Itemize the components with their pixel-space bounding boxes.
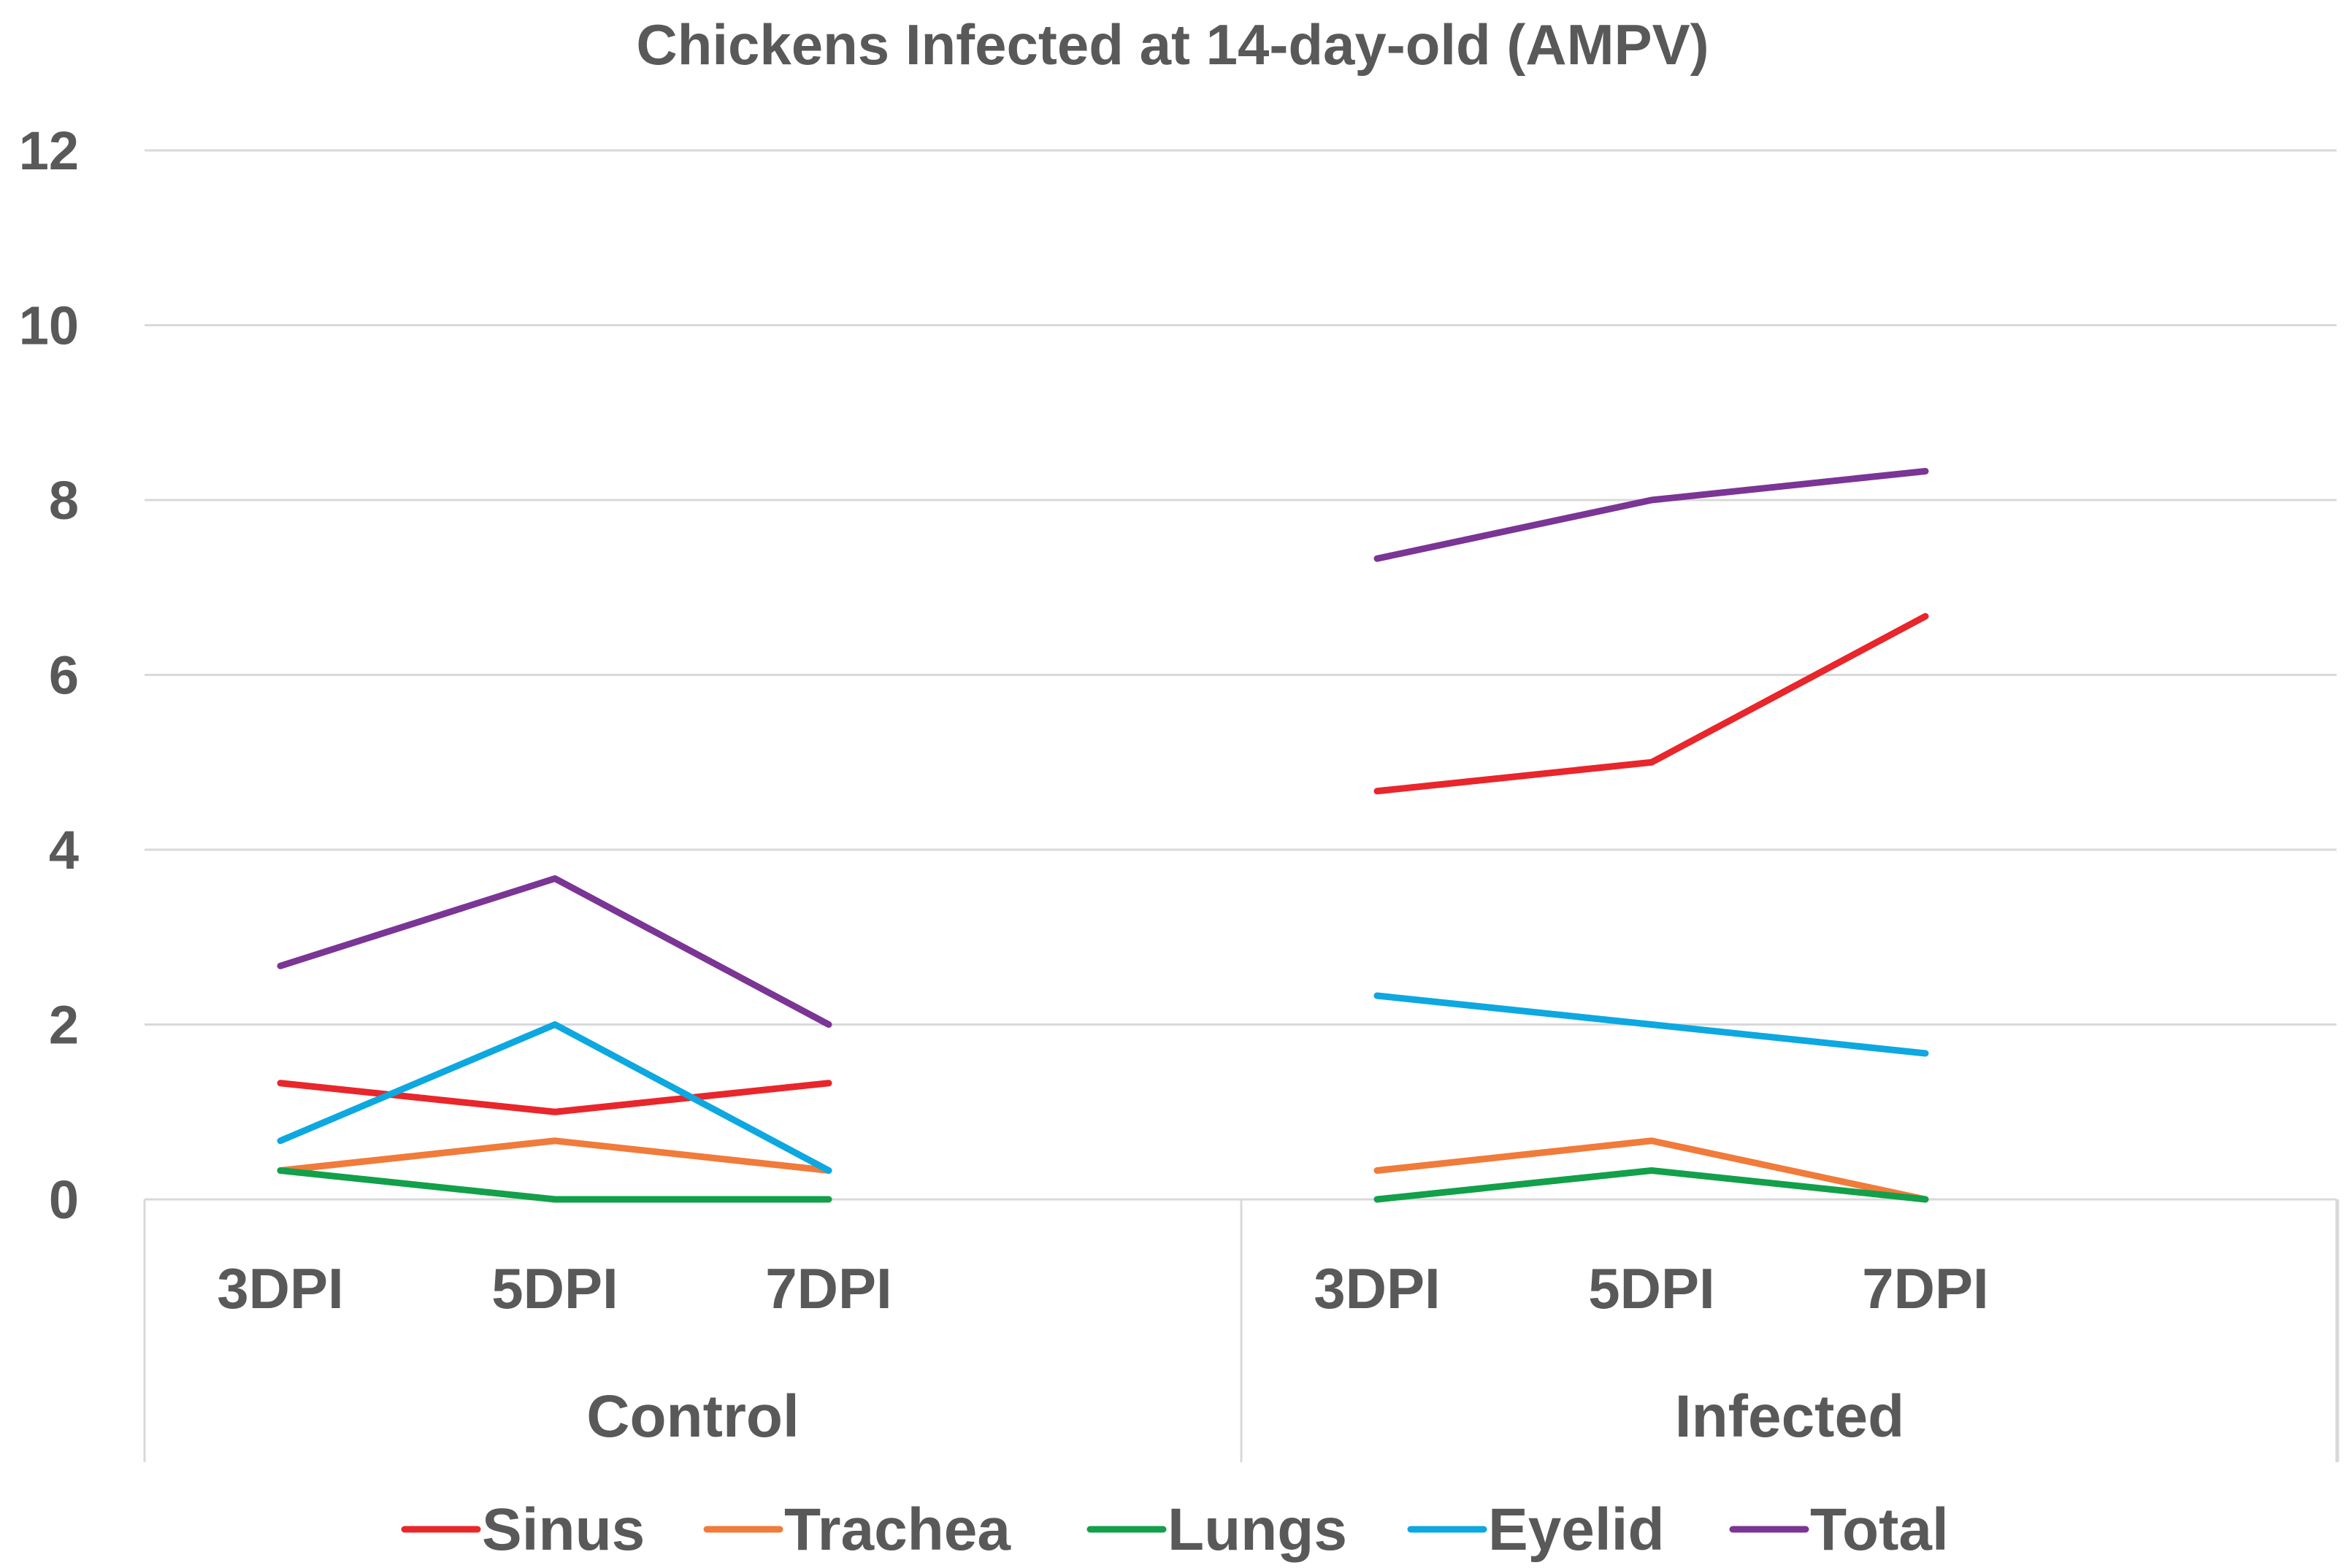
series-line-eyelid [277,1021,832,1174]
y-axis: 0 2 4 6 8 10 12 [19,120,79,1230]
chart-title: Chickens Infected at 14-day-old (AMPV) [636,12,1709,77]
series-line-trachea [277,1137,832,1174]
x-tick-label: 7DPI [765,1256,892,1321]
y-tick-label: 8 [49,470,79,531]
y-tick-label: 10 [19,296,79,356]
series-line-trachea [1373,1137,1929,1203]
series-line-sinus [1373,612,1929,795]
x-tick-label: 7DPI [1862,1256,1988,1321]
y-tick-label: 12 [19,120,79,181]
x-axis: 3DPI 5DPI 7DPI Control 3DPI 5DPI 7DPI Infected [143,1199,2339,1462]
legend: Sinus Trachea Lungs Eyelid Total [401,1496,1949,1563]
series-line-sinus [277,1080,832,1115]
legend-label-eyelid: Eyelid [1488,1496,1665,1563]
legend-label-lungs: Lungs [1168,1496,1347,1563]
x-tick-label: 5DPI [491,1256,618,1321]
series-line-total [277,875,832,1028]
series-lines [277,467,1929,1203]
y-tick-label: 2 [49,995,79,1056]
x-tick-label: 3DPI [217,1256,343,1321]
x-group-label: Control [586,1383,799,1450]
series-line-lungs [277,1167,832,1203]
legend-label-total: Total [1810,1496,1949,1563]
y-tick-label: 0 [49,1169,79,1230]
x-tick-label: 5DPI [1588,1256,1714,1321]
y-tick-label: 4 [49,820,79,880]
legend-label-sinus: Sinus [482,1496,645,1563]
x-group-label: Infected [1675,1383,1904,1450]
series-line-lungs [1373,1167,1929,1203]
series-line-eyelid [1373,992,1929,1057]
series-line-total [1373,467,1929,562]
x-tick-label: 3DPI [1314,1256,1440,1321]
y-tick-label: 6 [49,645,79,706]
legend-label-trachea: Trachea [784,1496,1011,1563]
gridlines [145,149,2337,1201]
